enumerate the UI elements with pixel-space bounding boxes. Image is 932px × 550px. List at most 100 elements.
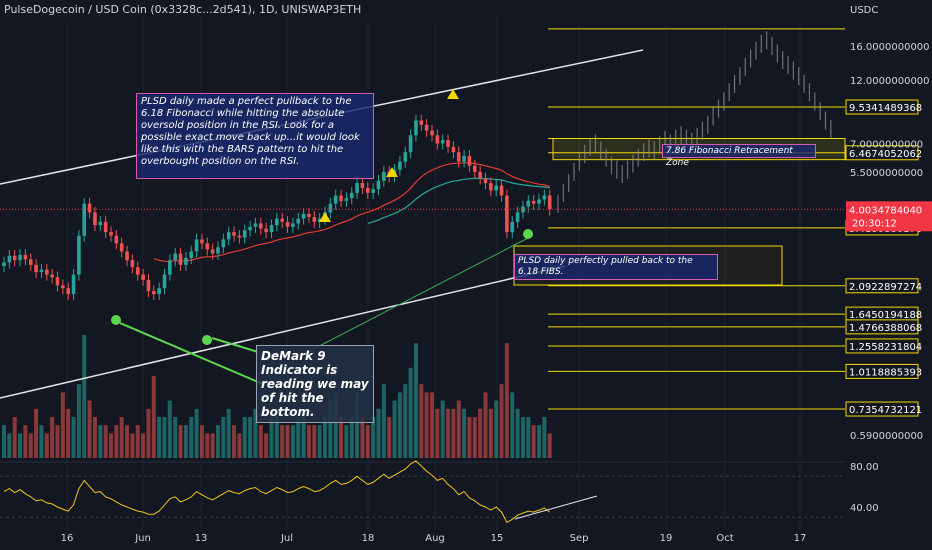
candle-body [168, 260, 172, 275]
candle-body [446, 140, 450, 147]
candle-body [184, 257, 188, 265]
volume-bar [76, 384, 81, 458]
candle-body [473, 165, 477, 172]
volume-bar [413, 343, 418, 458]
volume-bar [515, 408, 520, 458]
time-tick: Aug [425, 533, 445, 544]
candle-body [125, 251, 129, 261]
volume-bar [269, 417, 274, 458]
candle-body [494, 185, 498, 191]
current-price-text: 4.0034784040 [849, 205, 922, 216]
candle-body [119, 243, 124, 252]
annotation-main[interactable]: PLSD daily made a perfect pullback to th… [136, 93, 374, 179]
fib-label-box [845, 319, 919, 335]
candle-body [130, 260, 135, 268]
volume-bar [333, 392, 338, 458]
volume-bar [189, 417, 194, 458]
time-tick: Jul [280, 533, 293, 544]
candle-body [232, 232, 236, 236]
volume-bar [55, 425, 60, 458]
volume-bar [301, 408, 306, 458]
candle-body [499, 185, 504, 196]
candle-body [216, 247, 220, 254]
candle-body [18, 254, 22, 261]
volume-bar [397, 392, 402, 458]
volume-bar [237, 433, 242, 458]
volume-bar [430, 392, 434, 458]
volume-bar [146, 408, 151, 458]
demark-marker [523, 229, 533, 239]
candle-body [403, 152, 408, 162]
time-axis: 16 Jun 13 Jul 18 Aug 15 Sep 19 Oct 17 [61, 533, 807, 544]
volume-bar [488, 408, 493, 458]
price-axis: 9.53414893686.46740520623.41808801762.09… [845, 42, 932, 442]
fib-label: 6.4674052062 [849, 149, 922, 160]
volume-bar [130, 433, 135, 458]
fib-label: 9.5341489368 [849, 103, 922, 114]
volume-bar [18, 433, 23, 458]
candle-body [157, 288, 161, 295]
candle-body [382, 171, 386, 181]
ma-red-line [153, 162, 550, 263]
candle-body [109, 232, 113, 236]
candle-body [510, 221, 515, 233]
time-tick: 18 [362, 533, 375, 544]
candle-body [291, 223, 295, 227]
rsi-tick: 40.00 [850, 503, 879, 514]
candle-body [440, 140, 445, 144]
moving-averages [153, 162, 550, 263]
volume-bar [365, 425, 370, 458]
volume-bar [510, 392, 515, 458]
candle-body [162, 274, 167, 289]
volume-bar [23, 425, 28, 458]
candle-body [398, 161, 402, 170]
candle-body [98, 221, 103, 226]
volume-bar [28, 433, 33, 458]
volume-bar [344, 425, 349, 458]
annotation-fib-zone[interactable]: 7.86 Fibonacci Retracement Zone [662, 144, 816, 168]
candle-body [2, 262, 6, 267]
warning-marker [319, 212, 331, 222]
volume-bar [39, 425, 44, 458]
volume-bar [141, 433, 146, 458]
fib-label: 1.2558231804 [849, 342, 922, 353]
volume-bar [387, 417, 392, 458]
volume-bar [494, 400, 499, 458]
volume-bar [472, 417, 477, 458]
candle-body [296, 218, 301, 224]
candle-body [61, 285, 65, 289]
volume-bar [547, 433, 552, 458]
candle-body [242, 230, 247, 238]
fib-label-box [845, 338, 919, 354]
candle-body [66, 288, 70, 295]
fib-label: 1.6450194188 [849, 310, 922, 321]
volume-bar [248, 417, 253, 458]
candle-body [478, 171, 482, 179]
candle-body [360, 183, 365, 188]
price-tick: 0.5900000000 [850, 431, 923, 442]
volume-bar [537, 425, 541, 458]
annotation-demark[interactable]: DeMark 9 Indicator is reading we may of … [256, 345, 374, 423]
volume-bar [456, 400, 461, 458]
annotation-fibs[interactable]: PLSD daily perfectly pulled back to the … [514, 254, 718, 280]
candle-body [210, 249, 215, 254]
volume-bars [2, 335, 552, 458]
candle-body [349, 192, 354, 199]
volume-bar [339, 417, 344, 458]
candle-body [141, 274, 145, 280]
volume-bar [157, 417, 162, 458]
volume-bar [483, 392, 488, 458]
volume-bar [2, 425, 6, 458]
volume-bar [226, 408, 231, 458]
volume-bar [419, 384, 424, 458]
volume-bar [531, 425, 536, 458]
fib-label: 1.0118885393 [849, 367, 922, 378]
candle-body [34, 264, 38, 273]
time-tick: Jun [134, 533, 151, 544]
fibonacci-levels [548, 28, 845, 410]
fib-label-box [845, 363, 919, 379]
candle-body [456, 152, 461, 162]
volume-bar [376, 408, 381, 458]
volume-bar [542, 417, 547, 458]
